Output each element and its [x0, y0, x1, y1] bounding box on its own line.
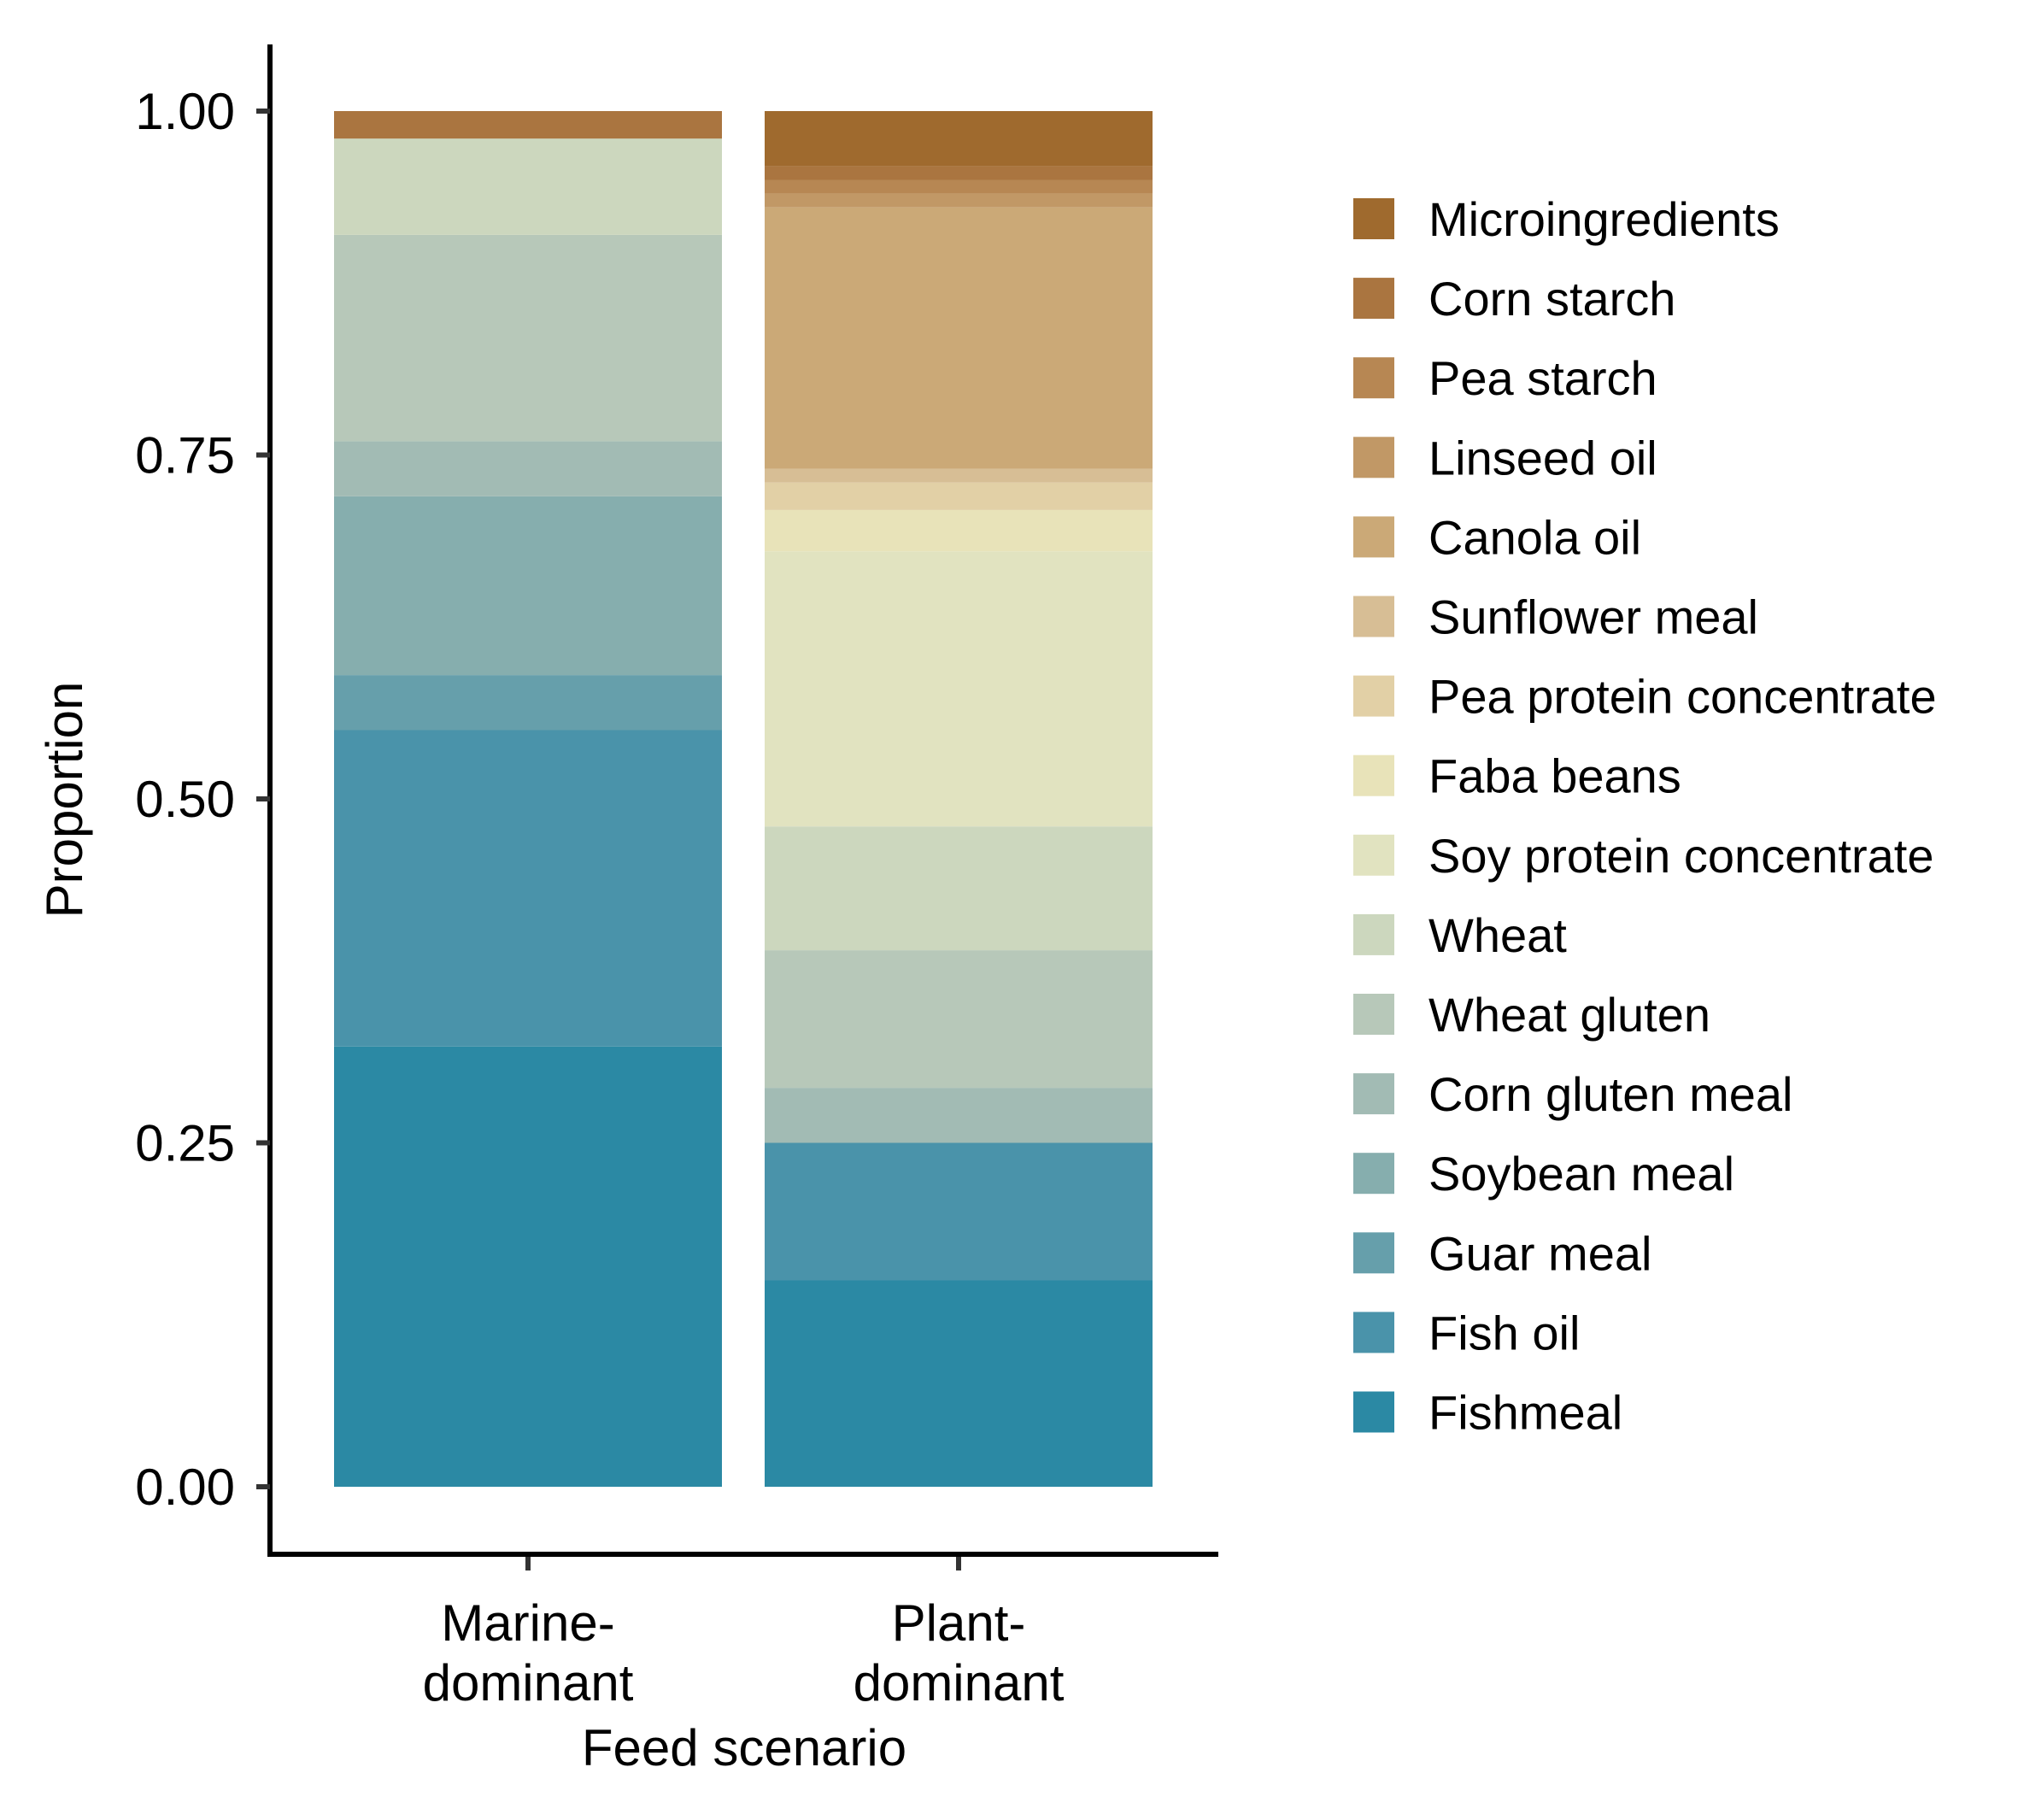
y-ticks-layer: 0.00 0.25 0.50 0.75 1.00: [135, 83, 270, 1516]
x-tick-label: Plant-: [892, 1594, 1026, 1652]
bar-segment: [765, 193, 1153, 208]
legend-item: Sunflower meal: [1353, 590, 1758, 644]
bar-segment: [334, 675, 722, 731]
legend-item: Corn gluten meal: [1353, 1067, 1792, 1121]
legend-label: Fishmeal: [1428, 1386, 1622, 1440]
y-tick-label: 0.00: [135, 1459, 235, 1516]
legend-item: Linseed oil: [1353, 431, 1657, 484]
legend-swatch: [1353, 198, 1394, 239]
bar-segment: [765, 950, 1153, 1089]
legend: Microingredients Corn starch Pea starch Lin…: [1353, 192, 1937, 1440]
legend-swatch: [1353, 278, 1394, 320]
legend-label: Corn gluten meal: [1428, 1067, 1792, 1121]
legend-item: Soybean meal: [1353, 1147, 1734, 1201]
legend-swatch: [1353, 1391, 1394, 1433]
legend-item: Canola oil: [1353, 510, 1641, 564]
legend-label: Corn starch: [1428, 272, 1675, 326]
bar-segment: [334, 138, 722, 235]
legend-swatch: [1353, 1073, 1394, 1115]
legend-item: Pea starch: [1353, 351, 1657, 405]
legend-label: Soy protein concentrate: [1428, 829, 1933, 883]
y-tick-label: 0.25: [135, 1115, 235, 1172]
legend-label: Sunflower meal: [1428, 590, 1758, 644]
legend-swatch: [1353, 913, 1394, 955]
bar-segment: [765, 179, 1153, 194]
legend-label: Wheat: [1428, 908, 1567, 962]
legend-swatch: [1353, 675, 1394, 717]
legend-swatch: [1353, 994, 1394, 1035]
legend-label: Soybean meal: [1428, 1147, 1734, 1201]
bar-segment: [334, 1046, 722, 1487]
legend-label: Pea protein concentrate: [1428, 670, 1937, 724]
x-tick-label: dominant: [854, 1654, 1065, 1711]
legend-item: Microingredients: [1353, 192, 1780, 246]
legend-label: Wheat gluten: [1428, 988, 1710, 1042]
legend-label: Linseed oil: [1428, 431, 1657, 484]
y-tick-label: 0.75: [135, 427, 235, 484]
legend-label: Microingredients: [1428, 192, 1780, 246]
legend-swatch: [1353, 1232, 1394, 1274]
legend-item: Faba beans: [1353, 749, 1681, 803]
legend-item: Soy protein concentrate: [1353, 829, 1933, 883]
bar-segment: [765, 1142, 1153, 1281]
bar-segment: [765, 166, 1153, 180]
bar-segment: [765, 207, 1153, 469]
legend-item: Corn starch: [1353, 272, 1675, 326]
legend-label: Canola oil: [1428, 510, 1641, 564]
legend-swatch: [1353, 516, 1394, 558]
legend-label: Faba beans: [1428, 749, 1681, 803]
x-tick-label: dominant: [423, 1654, 634, 1711]
bar-segment: [765, 826, 1153, 951]
bar-segment: [765, 551, 1153, 827]
bar-segment: [765, 482, 1153, 510]
legend-swatch: [1353, 437, 1394, 478]
bar-segment: [334, 496, 722, 676]
bar-segment: [765, 1280, 1153, 1487]
legend-swatch: [1353, 1153, 1394, 1195]
legend-item: Fish oil: [1353, 1306, 1580, 1359]
x-tick-label: Marine-: [441, 1594, 614, 1652]
y-tick-label: 0.50: [135, 771, 235, 828]
legend-swatch: [1353, 357, 1394, 399]
y-tick-label: 1.00: [135, 83, 235, 140]
legend-swatch: [1353, 834, 1394, 876]
legend-item: Pea protein concentrate: [1353, 670, 1937, 724]
bar-segment: [765, 509, 1153, 552]
y-axis-title: Proportion: [36, 682, 93, 919]
bar-segment: [334, 234, 722, 442]
legend-swatch: [1353, 1312, 1394, 1353]
bars-layer: [334, 111, 1153, 1487]
legend-item: Wheat: [1353, 908, 1567, 962]
legend-swatch: [1353, 596, 1394, 637]
bar-segment: [765, 1088, 1153, 1143]
legend-item: Wheat gluten: [1353, 988, 1710, 1042]
bar-segment: [765, 111, 1153, 167]
legend-label: Pea starch: [1428, 351, 1657, 405]
bar-stack-2: [765, 111, 1153, 1487]
bar-segment: [334, 441, 722, 496]
legend-label: Guar meal: [1428, 1226, 1651, 1280]
legend-label: Fish oil: [1428, 1306, 1580, 1359]
bar-segment: [765, 468, 1153, 483]
legend-swatch: [1353, 754, 1394, 796]
bar-stack-1: [334, 111, 722, 1487]
x-axis-title: Feed scenario: [582, 1719, 906, 1776]
legend-item: Fishmeal: [1353, 1386, 1622, 1440]
bar-segment: [334, 111, 722, 139]
legend-item: Guar meal: [1353, 1226, 1651, 1280]
bar-segment: [334, 730, 722, 1047]
